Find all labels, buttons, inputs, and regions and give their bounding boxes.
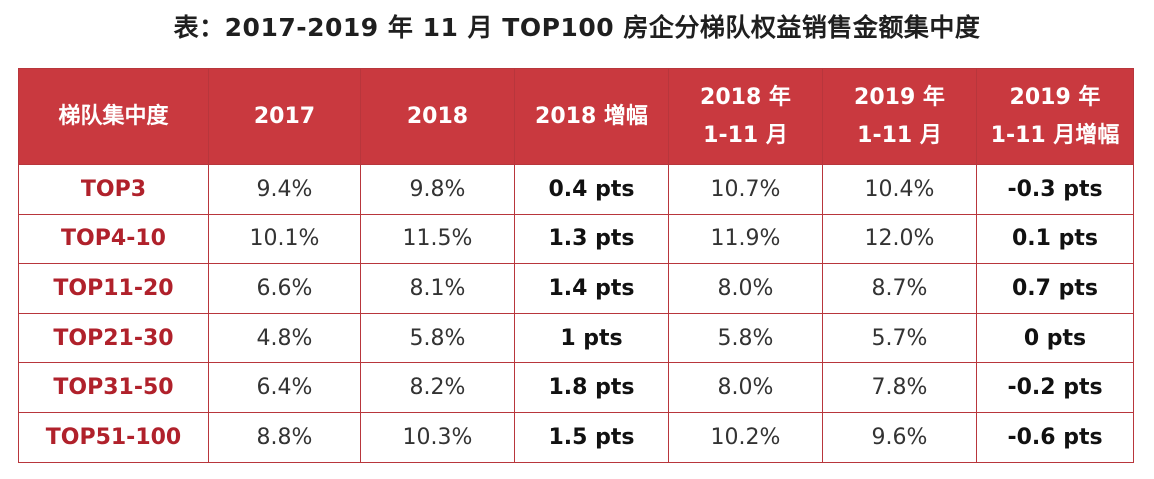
increase-2019: 0.1 pts bbox=[976, 213, 1134, 265]
value-2018: 11.5% bbox=[360, 213, 515, 265]
increase-2018: 1.5 pts bbox=[514, 411, 669, 463]
value-2019-ytd: 10.4% bbox=[822, 164, 977, 215]
value-2018: 5.8% bbox=[360, 312, 515, 364]
increase-2019: 0.7 pts bbox=[976, 263, 1134, 314]
value-2017: 6.4% bbox=[208, 362, 361, 413]
value-2017: 4.8% bbox=[208, 312, 361, 364]
increase-2019: -0.2 pts bbox=[976, 362, 1134, 413]
value-2017: 8.8% bbox=[208, 411, 361, 463]
value-2018: 9.8% bbox=[360, 164, 515, 215]
increase-2018: 1.8 pts bbox=[514, 362, 669, 413]
tier-cell: TOP21-30 bbox=[18, 312, 209, 364]
value-2017: 10.1% bbox=[208, 213, 361, 265]
value-2018-ytd: 5.8% bbox=[668, 312, 823, 364]
increase-2018: 1.4 pts bbox=[514, 263, 669, 314]
value-2018: 8.1% bbox=[360, 263, 515, 314]
increase-2019: -0.3 pts bbox=[976, 164, 1134, 215]
tier-cell: TOP11-20 bbox=[18, 263, 209, 314]
value-2017: 9.4% bbox=[208, 164, 361, 215]
value-2019-ytd: 7.8% bbox=[822, 362, 977, 413]
header-2018-jan-nov: 2018 年 1-11 月 bbox=[668, 68, 823, 165]
header-row: 梯队集中度 2017 2018 2018 增幅 2018 年 1-11 月 20… bbox=[18, 68, 1134, 165]
value-2019-ytd: 8.7% bbox=[822, 263, 977, 314]
value-2017: 6.6% bbox=[208, 263, 361, 314]
increase-2018: 1.3 pts bbox=[514, 213, 669, 265]
value-2018-ytd: 8.0% bbox=[668, 263, 823, 314]
tier-cell: TOP4-10 bbox=[18, 213, 209, 265]
value-2018: 8.2% bbox=[360, 362, 515, 413]
increase-2019: -0.6 pts bbox=[976, 411, 1134, 463]
table-row: TOP11-20 6.6% 8.1% 1.4 pts 8.0% 8.7% 0.7… bbox=[18, 263, 1134, 314]
value-2018: 10.3% bbox=[360, 411, 515, 463]
value-2019-ytd: 5.7% bbox=[822, 312, 977, 364]
tier-cell: TOP51-100 bbox=[18, 411, 209, 463]
header-2019-jan-nov: 2019 年 1-11 月 bbox=[822, 68, 977, 165]
increase-2018: 0.4 pts bbox=[514, 164, 669, 215]
header-2019-jan-nov-increase: 2019 年 1-11 月增幅 bbox=[976, 68, 1134, 165]
value-2019-ytd: 9.6% bbox=[822, 411, 977, 463]
table-title: 表：2017-2019 年 11 月 TOP100 房企分梯队权益销售金额集中度 bbox=[173, 13, 981, 42]
value-2019-ytd: 12.0% bbox=[822, 213, 977, 265]
header-2018: 2018 bbox=[360, 68, 515, 165]
value-2018-ytd: 11.9% bbox=[668, 213, 823, 265]
value-2018-ytd: 8.0% bbox=[668, 362, 823, 413]
increase-2019: 0 pts bbox=[976, 312, 1134, 364]
value-2018-ytd: 10.7% bbox=[668, 164, 823, 215]
tier-cell: TOP31-50 bbox=[18, 362, 209, 413]
increase-2018: 1 pts bbox=[514, 312, 669, 364]
table-row: TOP3 9.4% 9.8% 0.4 pts 10.7% 10.4% -0.3 … bbox=[18, 164, 1134, 215]
tier-cell: TOP3 bbox=[18, 164, 209, 215]
table-row: TOP51-100 8.8% 10.3% 1.5 pts 10.2% 9.6% … bbox=[18, 411, 1134, 463]
header-tier: 梯队集中度 bbox=[18, 68, 209, 165]
header-2017: 2017 bbox=[208, 68, 361, 165]
header-2018-increase: 2018 增幅 bbox=[514, 68, 669, 165]
concentration-table: 梯队集中度 2017 2018 2018 增幅 2018 年 1-11 月 20… bbox=[18, 68, 1134, 463]
table-row: TOP4-10 10.1% 11.5% 1.3 pts 11.9% 12.0% … bbox=[18, 213, 1134, 265]
table-row: TOP31-50 6.4% 8.2% 1.8 pts 8.0% 7.8% -0.… bbox=[18, 362, 1134, 413]
value-2018-ytd: 10.2% bbox=[668, 411, 823, 463]
table-row: TOP21-30 4.8% 5.8% 1 pts 5.8% 5.7% 0 pts bbox=[18, 312, 1134, 364]
